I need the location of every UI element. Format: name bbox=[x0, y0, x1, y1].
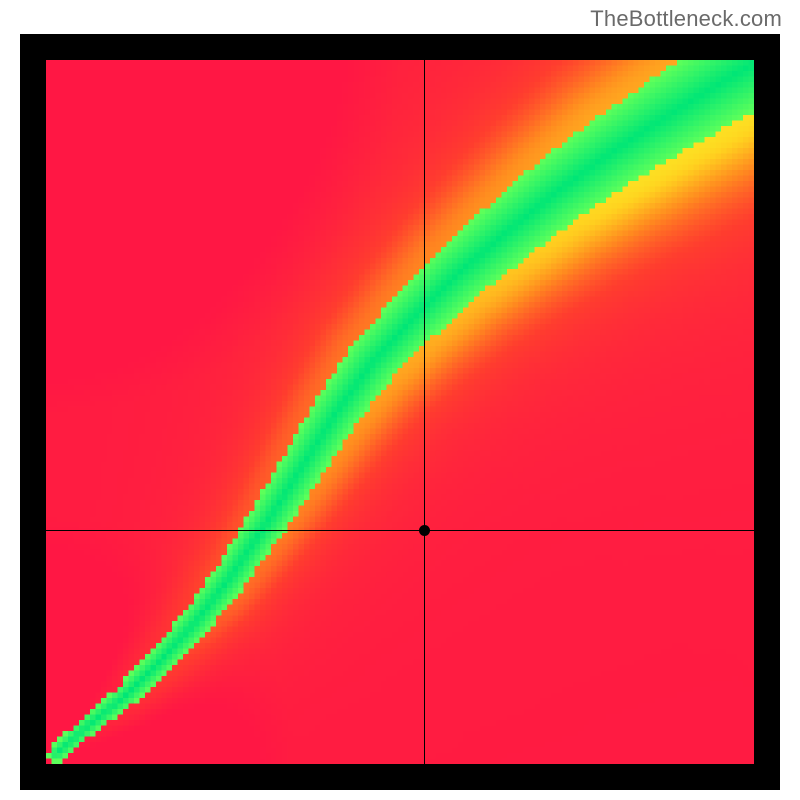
marker-point bbox=[419, 525, 430, 536]
chart-frame bbox=[20, 34, 780, 790]
plot-area bbox=[46, 60, 754, 764]
crosshair-horizontal bbox=[46, 530, 754, 531]
watermark-text: TheBottleneck.com bbox=[590, 6, 782, 32]
chart-container: TheBottleneck.com bbox=[0, 0, 800, 800]
heatmap-canvas bbox=[46, 60, 754, 764]
crosshair-vertical bbox=[424, 60, 425, 764]
